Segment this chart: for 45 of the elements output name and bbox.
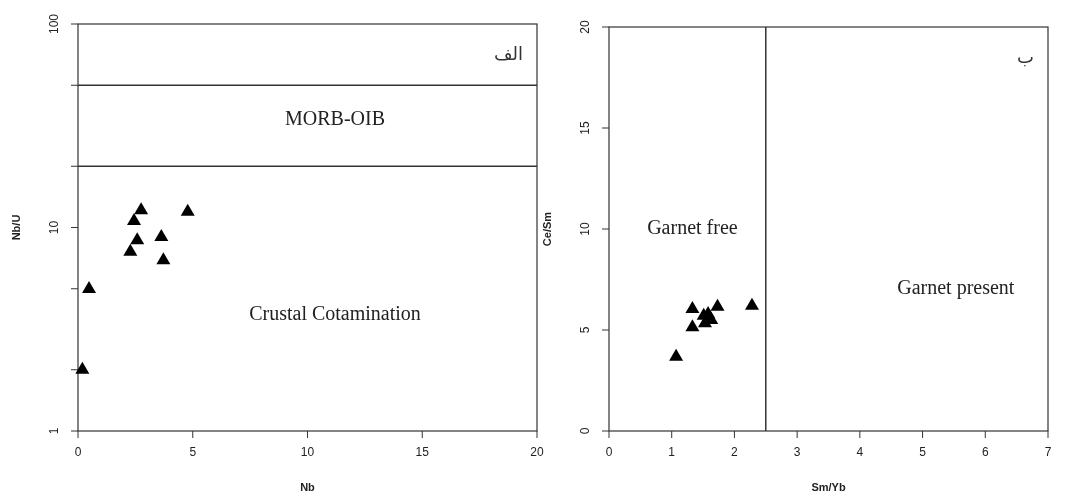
x-tick-label: 0 [74,445,82,459]
point [685,300,700,313]
y-tick-label: 15 [578,121,592,135]
x-tick-label: 5 [189,445,197,459]
y-axis-title: Nb/U [10,214,22,241]
point [130,232,145,245]
y-tick-label: 1 [47,427,61,435]
y-tick-label: 20 [578,20,592,34]
y-tick-label: 5 [578,326,592,334]
x-tick-label: 15 [415,445,430,459]
text: ب [1017,47,1034,67]
annotation: MORB-OIB [285,106,386,129]
point [744,297,759,310]
point [156,252,171,265]
x-axis-title: Sm/Yb [811,481,846,493]
x-tick-label: 2 [731,445,739,459]
point [685,319,700,332]
x-tick-label: 10 [300,445,315,459]
y-tick-label: 100 [47,13,61,35]
x-tick-label: 3 [793,445,801,459]
annotation: Crustal Cotamination [249,301,421,324]
point [710,298,725,311]
y-tick-label: 10 [47,220,61,235]
point [75,361,90,374]
annotation: Garnet free [647,215,738,238]
x-tick-label: 4 [856,445,864,459]
point [127,212,141,225]
y-tick-label: 10 [578,222,592,236]
x-tick-label: 0 [605,445,613,459]
point [123,243,138,256]
y-axis-title: Ce/Sm [541,211,553,247]
x-axis-title: Nb [300,481,316,493]
x-tick-label: 20 [530,445,544,459]
y-tick-label: 0 [578,427,592,435]
point [154,229,169,242]
point [180,203,195,216]
text: الف [493,44,523,64]
point [134,202,149,215]
x-tick-label: 5 [919,445,927,459]
point [669,348,684,361]
point [82,281,97,294]
annotation: Garnet present [897,276,1015,300]
x-tick-label: 7 [1044,445,1052,459]
x-tick-label: 6 [981,445,989,459]
x-tick-label: 1 [668,445,676,459]
